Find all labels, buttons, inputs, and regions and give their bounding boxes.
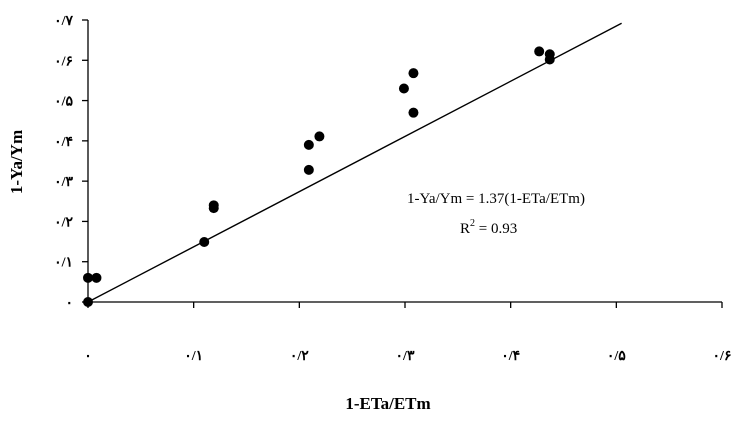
regression-equation: 1-Ya/Ym = 1.37(1-ETa/ETm) — [407, 191, 585, 207]
x-tick-label: ۰/۱ — [184, 349, 203, 364]
x-tick-label: ۰/۲ — [290, 349, 309, 364]
y-axis-title: 1-Ya/Ym — [7, 130, 26, 194]
r-squared-value: = 0.93 — [475, 221, 517, 237]
axes — [87, 20, 722, 303]
trendline-layer — [87, 22, 622, 303]
data-point — [303, 164, 314, 175]
x-tick-label: ۰/۵ — [607, 349, 626, 364]
x-axis-title: 1-ETa/ETm — [345, 394, 430, 413]
r-squared-superscript: 2 — [470, 218, 475, 229]
data-points — [83, 46, 555, 307]
data-point — [398, 83, 409, 94]
trendline — [87, 22, 622, 303]
x-tick-label: ۰/۳ — [396, 349, 415, 364]
y-axis-ticks: ۰ ۰/۱ ۰/۲ ۰/۳ ۰/۴ ۰/۵ ۰/۶ ۰/۷ — [54, 14, 88, 311]
data-point — [83, 297, 93, 307]
x-axis-ticks: ۰ ۰/۱ ۰/۲ ۰/۳ ۰/۴ ۰/۵ ۰/۶ — [84, 302, 731, 364]
data-point — [534, 46, 545, 57]
y-tick-label: ۰/۵ — [54, 95, 73, 110]
r-squared-label: R2 = 0.93 — [460, 218, 517, 237]
r-squared-prefix: R — [460, 221, 470, 237]
y-tick-label: ۰/۴ — [54, 135, 73, 150]
x-tick-label: ۰/۶ — [713, 349, 732, 364]
data-point — [91, 272, 102, 283]
data-point — [83, 272, 93, 283]
y-tick-label: ۰/۱ — [54, 256, 73, 271]
data-point — [544, 49, 555, 60]
data-point — [303, 139, 314, 150]
data-point — [408, 68, 419, 79]
data-point — [199, 236, 210, 247]
x-tick-label: ۰ — [84, 349, 92, 364]
y-tick-label: ۰/۷ — [54, 14, 73, 29]
data-point — [314, 131, 325, 142]
data-point — [208, 200, 219, 211]
data-point — [408, 107, 419, 118]
y-tick-label: ۰/۶ — [54, 54, 73, 69]
y-tick-label: ۰/۲ — [54, 215, 73, 230]
y-tick-label: ۰ — [65, 296, 73, 311]
x-tick-label: ۰/۴ — [501, 349, 520, 364]
y-tick-label: ۰/۳ — [54, 175, 73, 190]
